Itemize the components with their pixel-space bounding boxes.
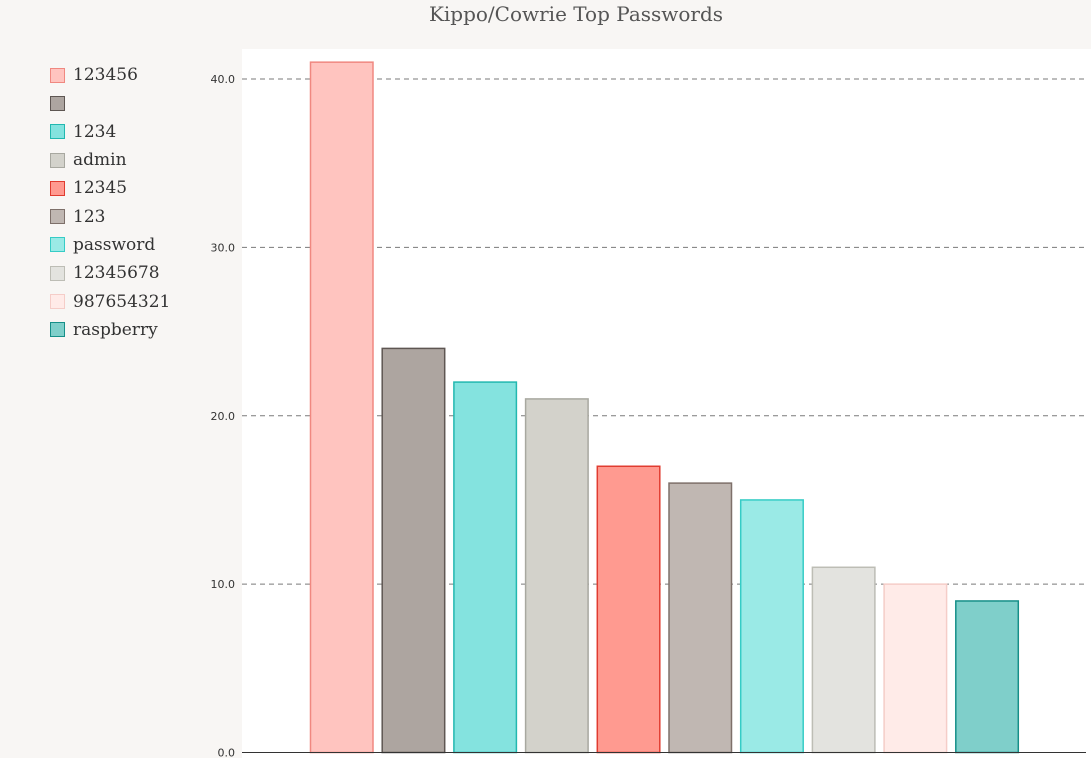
legend-item[interactable]: raspberry (50, 316, 170, 344)
legend-item[interactable]: 123456 (50, 61, 170, 89)
legend-label: 123456 (73, 65, 138, 86)
legend-label: 123 (73, 206, 106, 227)
legend-swatch (50, 95, 65, 111)
legend-swatch (50, 124, 65, 140)
bar[interactable] (524, 398, 589, 754)
legend-label: 1234 (73, 121, 117, 142)
legend-swatch (50, 294, 65, 310)
legend-swatch (50, 152, 65, 168)
legend-item[interactable]: password (50, 231, 170, 259)
legend: 123456 1234 admin 12345 123 password 12345678 9… (50, 61, 170, 344)
bar[interactable] (883, 583, 948, 754)
legend-item[interactable]: 123 (50, 202, 170, 230)
y-tick-label: 0.0 (218, 747, 236, 758)
legend-label: raspberry (73, 319, 158, 340)
legend-swatch (50, 237, 65, 253)
legend-item[interactable]: 1234 (50, 118, 170, 146)
bar[interactable] (381, 347, 446, 754)
legend-swatch (50, 322, 65, 338)
legend-item[interactable]: admin (50, 146, 170, 174)
bars (309, 61, 1020, 754)
legend-label: 12345678 (73, 263, 160, 284)
legend-label: 987654321 (73, 291, 171, 312)
legend-item[interactable] (50, 89, 170, 117)
legend-swatch (50, 67, 65, 83)
legend-item[interactable]: 12345 (50, 174, 170, 202)
y-tick-label: 30.0 (211, 241, 236, 254)
legend-label: password (73, 234, 156, 255)
legend-swatch (50, 209, 65, 225)
y-tick-label: 10.0 (211, 578, 236, 591)
legend-label: 12345 (73, 178, 128, 199)
bar[interactable] (668, 482, 733, 754)
bar[interactable] (309, 61, 374, 754)
y-tick-label: 40.0 (211, 73, 236, 86)
legend-label: admin (73, 150, 127, 171)
y-axis-ticks: 0.0 10.0 20.0 30.0 40.0 (211, 73, 236, 758)
bar[interactable] (739, 499, 804, 754)
y-tick-label: 20.0 (211, 410, 236, 423)
legend-item[interactable]: 12345678 (50, 259, 170, 287)
legend-swatch (50, 180, 65, 196)
legend-item[interactable]: 987654321 (50, 287, 170, 315)
legend-swatch (50, 265, 65, 281)
chart-title: Kippo/Cowrie Top Passwords (428, 2, 724, 26)
bar[interactable] (453, 381, 518, 754)
bar[interactable] (596, 465, 661, 754)
bar[interactable] (955, 600, 1020, 754)
bar[interactable] (811, 566, 876, 754)
